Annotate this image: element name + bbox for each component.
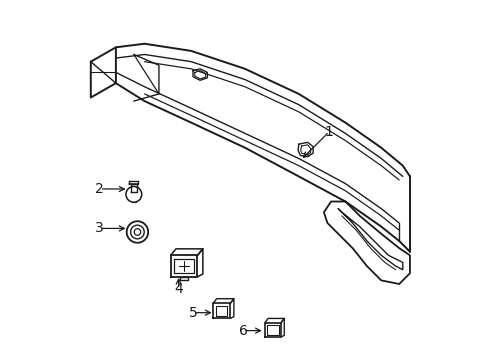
Text: 4: 4 (174, 282, 183, 296)
Text: 1: 1 (325, 125, 334, 139)
Text: 3: 3 (96, 221, 104, 235)
Text: 6: 6 (239, 324, 247, 338)
Text: 2: 2 (96, 182, 104, 196)
Text: 5: 5 (189, 306, 197, 320)
